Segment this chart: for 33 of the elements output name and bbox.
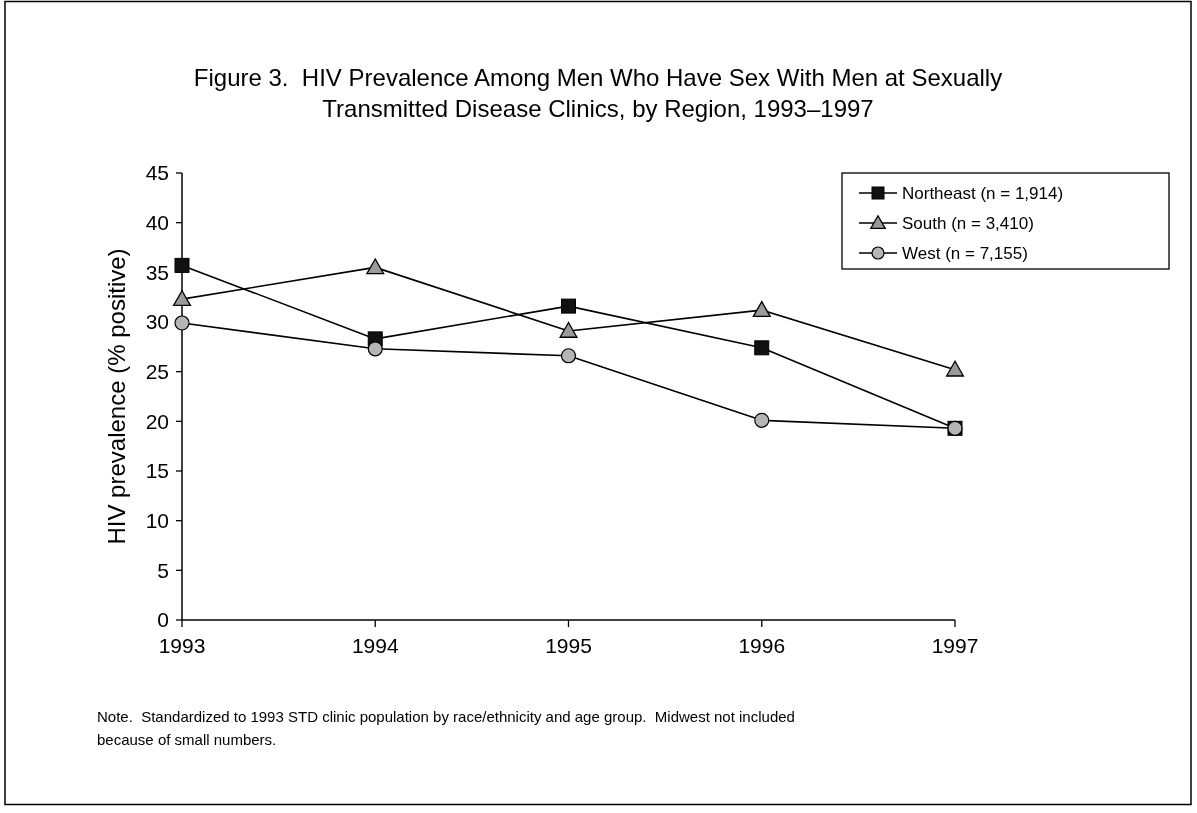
y-tick-label: 20 (145, 409, 169, 433)
text: Note. Standardized to 1993 STD clinic population by race/ethnicity and age group. Midwest not included because of small numbers. (97, 708, 795, 748)
point (754, 340, 770, 356)
legend-label: South (n = 3,410) (902, 213, 1034, 233)
point (367, 341, 383, 357)
y-tick-label: 15 (145, 459, 169, 483)
y-tick-label: 0 (157, 608, 169, 632)
point (945, 360, 965, 377)
y-axis-title: HIV prevalence (% positive) (103, 248, 130, 545)
y-tick-label: 40 (145, 211, 169, 235)
y-tick-label: 30 (145, 310, 169, 334)
chart-title: Figure 3. HIV Prevalence Among Men Who Have Sex With Men at Sexually Transmitted Disease Clinics, by Region, 1993–1997 (193, 64, 1003, 122)
y-tick-label: 35 (145, 260, 169, 284)
legend-label: West (n = 7,155) (902, 243, 1028, 263)
y-tick-label: 10 (145, 509, 169, 533)
point (172, 290, 192, 307)
point (754, 412, 770, 428)
y-tick-label: 5 (157, 558, 169, 582)
point (561, 298, 576, 314)
legend-label: Northeast (n = 1,914) (902, 183, 1064, 203)
point (559, 321, 578, 338)
x-tick-label: 1997 (931, 634, 979, 657)
y-tick-label: 45 (145, 161, 169, 185)
x-tick-label: 1995 (545, 634, 592, 657)
point (366, 258, 385, 275)
point (560, 348, 577, 364)
x-tick-label: 1993 (158, 634, 206, 657)
x-tick-label: 1996 (738, 634, 786, 657)
point (174, 315, 190, 331)
point (752, 301, 771, 318)
y-tick-label: 25 (145, 360, 169, 384)
point (174, 257, 190, 273)
x-tick-label: 1994 (351, 634, 399, 657)
